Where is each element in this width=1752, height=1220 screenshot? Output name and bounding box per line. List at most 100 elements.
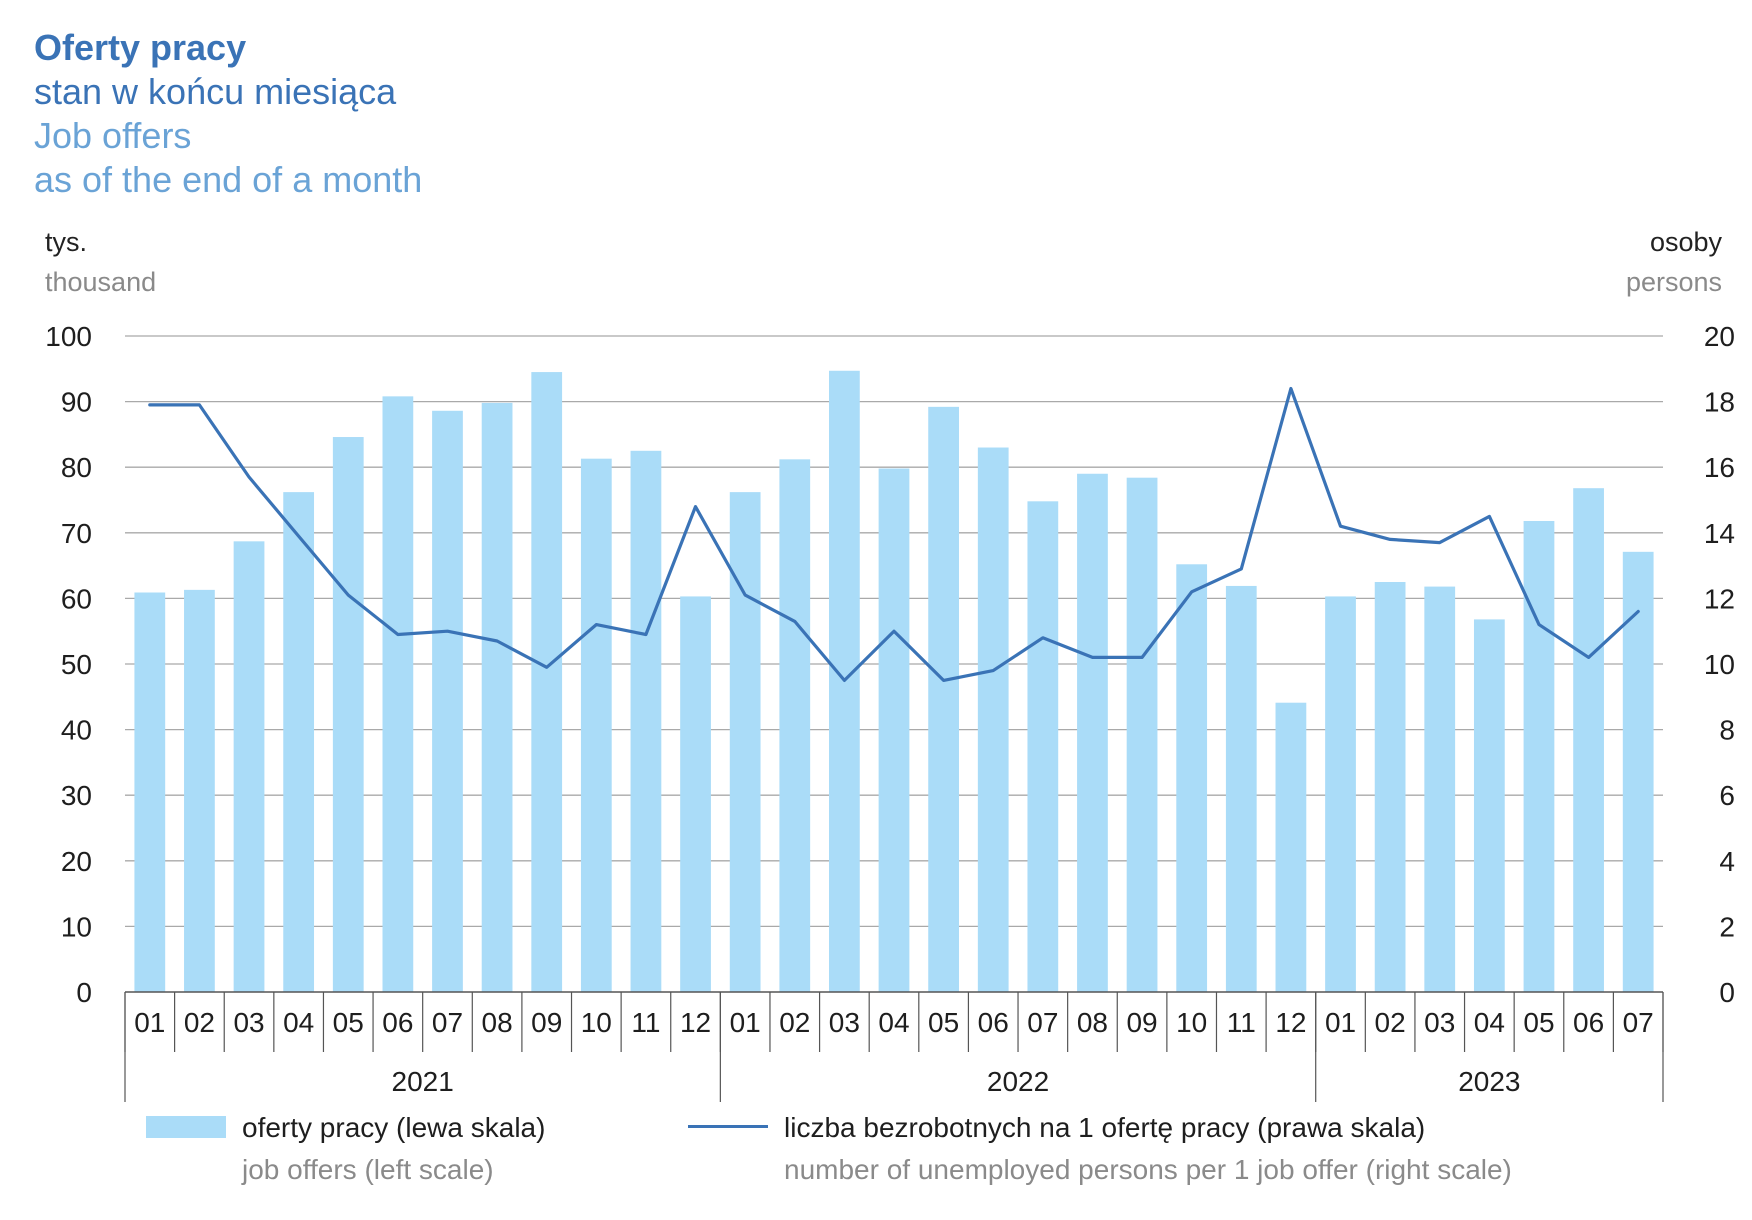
bar [580,458,612,992]
y-left-tick-label: 60 [61,583,92,614]
bar [283,492,315,992]
chart-title-en: Job offers [34,115,192,156]
bar [729,492,761,992]
bar [779,459,811,992]
legend-item-line: liczba bezrobotnych na 1 ofertę pracy (p… [688,1107,1512,1191]
x-tick-label: 07 [1623,1007,1654,1038]
y-left-tick-label: 50 [61,649,92,680]
bar [1523,520,1555,992]
x-tick-label: 05 [333,1007,364,1038]
y-left-tick-label: 30 [61,780,92,811]
bar [1424,586,1456,992]
legend-item-bars: oferty pracy (lewa skala) job offers (le… [146,1107,545,1191]
bar [432,410,463,992]
y-left-tick-label: 10 [61,911,92,942]
y-right-tick-label: 8 [1719,715,1735,746]
legend-line-label: liczba bezrobotnych na 1 ofertę pracy (p… [784,1112,1426,1143]
chart-subtitle: stan w końcu miesiąca [34,71,397,112]
chart-title-block: Oferty pracy stan w końcu miesiąca Job o… [34,26,422,202]
y-left-tick-label: 0 [76,977,92,1008]
x-tick-label: 01 [730,1007,761,1038]
y-right-tick-label: 6 [1719,780,1735,811]
x-tick-label: 05 [1523,1007,1554,1038]
x-tick-label: 10 [581,1007,612,1038]
x-tick-label: 08 [1077,1007,1108,1038]
y-right-tick-label: 20 [1704,321,1735,352]
y-right-tick-label: 16 [1704,452,1735,483]
y-left-tick-label: 20 [61,846,92,877]
y-left-tick-label: 70 [61,518,92,549]
y-right-tick-label: 12 [1704,583,1735,614]
legend-line-swatch [688,1125,768,1128]
y-right-tick-label: 18 [1704,387,1735,418]
bar [1473,619,1505,992]
legend-line-label-en: number of unemployed persons per 1 job o… [784,1154,1512,1185]
bar [928,406,959,992]
x-tick-label: 06 [1573,1007,1604,1038]
y-right-tick-label: 10 [1704,649,1735,680]
bar [134,592,166,992]
x-tick-label: 12 [680,1007,711,1038]
y-right-tick-label: 14 [1704,518,1735,549]
x-tick-label: 03 [829,1007,860,1038]
bar [233,541,265,992]
x-tick-label: 09 [1126,1007,1157,1038]
bar [332,437,364,992]
x-tick-label: 09 [531,1007,562,1038]
y-left-tick-label: 40 [61,715,92,746]
bar [531,372,563,993]
y-left-tick-label: 100 [45,321,92,352]
x-tick-label: 11 [1227,1007,1256,1038]
bar [878,468,910,993]
x-tick-label: 02 [1375,1007,1406,1038]
bar [1325,596,1356,992]
bar [1275,702,1307,992]
x-tick-label: 04 [1474,1007,1505,1038]
bar [184,589,215,992]
x-tick-label: 08 [482,1007,513,1038]
x-tick-label: 06 [382,1007,413,1038]
bar [1573,488,1604,992]
x-tick-label: 05 [928,1007,959,1038]
bar [1176,564,1208,992]
year-label: 2023 [1458,1066,1520,1097]
bar [1374,582,1406,992]
x-tick-label: 12 [1275,1007,1306,1038]
x-tick-label: 11 [631,1007,660,1038]
bar [630,450,662,992]
x-tick-label: 02 [184,1007,215,1038]
right-axis-unit: osoby persons [1626,222,1722,302]
bar [481,402,513,992]
x-tick-label: 07 [1027,1007,1058,1038]
legend-bar-swatch [146,1116,226,1138]
x-tick-label: 01 [134,1007,165,1038]
right-axis-unit-en: persons [1625,267,1722,297]
bar [1077,473,1108,992]
bar [1126,477,1158,992]
y-right-tick-label: 4 [1719,846,1735,877]
x-tick-label: 07 [432,1007,463,1038]
x-tick-label: 10 [1176,1007,1207,1038]
right-axis-unit-pl: osoby [1649,227,1722,257]
x-tick-label: 03 [1424,1007,1455,1038]
chart-subtitle-en: as of the end of a month [34,159,423,200]
x-tick-label: 04 [878,1007,909,1038]
y-left-tick-label: 90 [61,387,92,418]
legend-bars-label-en: job offers (left scale) [242,1154,494,1185]
year-label: 2021 [392,1066,454,1097]
y-right-tick-label: 0 [1719,977,1735,1008]
year-label: 2022 [987,1066,1049,1097]
x-tick-label: 02 [779,1007,810,1038]
x-tick-label: 06 [978,1007,1009,1038]
bar [680,596,711,992]
bar [1027,501,1059,992]
bar [977,447,1009,992]
left-axis-unit-en: thousand [45,267,157,297]
bar [1622,551,1654,992]
legend-bars-label: oferty pracy (lewa skala) [242,1112,546,1143]
left-axis-unit: tys. thousand [45,222,156,302]
chart-title: Oferty pracy [34,27,247,68]
y-left-tick-label: 80 [61,452,92,483]
x-tick-label: 03 [233,1007,264,1038]
